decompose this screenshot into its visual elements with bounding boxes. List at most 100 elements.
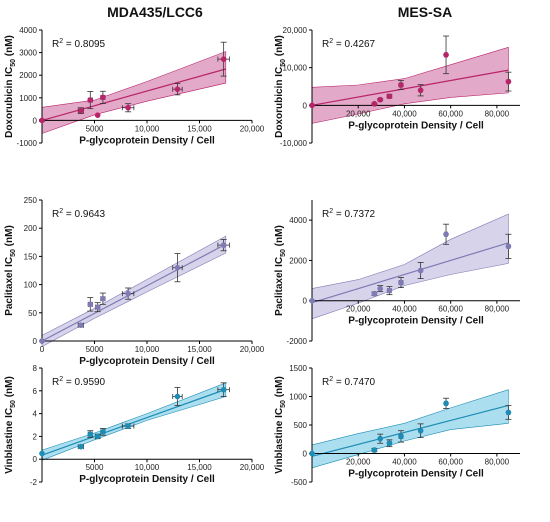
y-tick-label: 0 xyxy=(33,116,38,125)
data-point xyxy=(87,91,94,110)
y-axis-label: Paclitaxel IC50 (nM) xyxy=(274,225,287,316)
data-point xyxy=(386,439,393,448)
data-marker xyxy=(417,427,424,434)
x-axis-label: P-glycoprotein Density / Cell xyxy=(79,356,215,367)
data-marker xyxy=(309,102,315,109)
y-label-unit: (nM) xyxy=(274,225,285,249)
x-tick-label: 40,000 xyxy=(392,458,417,467)
y-tick-label: 2 xyxy=(33,432,38,441)
y-tick-label: 1000 xyxy=(19,94,37,103)
r-squared-value: = 0.8095 xyxy=(63,39,105,50)
data-marker xyxy=(371,100,378,107)
data-point xyxy=(121,287,135,300)
x-tick-label: 5000 xyxy=(86,463,104,472)
data-marker xyxy=(398,279,404,286)
confidence-band xyxy=(41,382,227,461)
y-tick-label: 2000 xyxy=(289,256,307,265)
data-marker xyxy=(505,243,512,250)
y-tick-label: -1000 xyxy=(17,139,38,148)
y-tick-label: 1500 xyxy=(289,364,307,373)
data-point xyxy=(77,107,84,115)
regression-line xyxy=(311,404,509,457)
y-tick-label: -10,000 xyxy=(280,139,308,148)
confidence-band xyxy=(311,46,509,124)
x-tick-label: 20,000 xyxy=(346,109,371,118)
data-point xyxy=(371,447,378,453)
r-squared-value: = 0.7372 xyxy=(333,209,375,220)
data-point xyxy=(397,430,404,443)
x-tick-label: 80,000 xyxy=(485,109,510,118)
r-squared-value: = 0.9643 xyxy=(63,209,105,220)
y-label-unit: (nM) xyxy=(4,225,15,249)
x-tick-label: 20,000 xyxy=(346,305,371,314)
x-tick-label: 10,000 xyxy=(135,463,160,472)
x-tick-label: 10,000 xyxy=(135,345,160,354)
r-squared-label: R2 = 0.9590 xyxy=(52,376,106,388)
data-point xyxy=(94,433,101,440)
data-marker xyxy=(443,52,449,58)
y-axis-label: Doxorubicin IC50 (nM) xyxy=(274,35,287,138)
y-label-main: Vinblastine IC xyxy=(274,408,285,474)
data-marker xyxy=(417,87,424,94)
chart-panel-5: 20,000 40,000 60,000 80,000 -500 0 500 1000 1500… xyxy=(274,364,520,487)
x-tick-label: 40,000 xyxy=(392,109,417,118)
r-squared-letter: R xyxy=(52,39,59,50)
x-tick-label: 20,000 xyxy=(240,345,265,354)
y-label-subscript: 50 xyxy=(280,59,287,67)
data-marker xyxy=(87,97,94,103)
data-point xyxy=(505,233,512,259)
data-point xyxy=(377,96,384,103)
y-tick-label: 0 xyxy=(303,297,308,306)
r-squared-value: = 0.4267 xyxy=(333,39,375,50)
data-point xyxy=(87,430,94,438)
data-point xyxy=(417,84,424,97)
data-marker xyxy=(94,304,101,311)
r-squared-label: R2 = 0.7470 xyxy=(322,376,376,388)
data-point xyxy=(371,100,378,107)
data-point xyxy=(505,405,512,420)
column-title-right: MES-SA xyxy=(398,4,452,20)
data-marker xyxy=(94,433,101,440)
y-tick-label: 20,000 xyxy=(283,26,308,35)
r-squared-exponent: 2 xyxy=(329,208,333,215)
data-marker xyxy=(309,450,315,457)
data-marker xyxy=(220,242,227,248)
y-label-unit: (nM) xyxy=(274,35,285,59)
y-label-subscript: 50 xyxy=(10,59,17,67)
r-squared-exponent: 2 xyxy=(59,208,63,215)
y-axis-label: Paclitaxel IC50 (nM) xyxy=(4,225,17,316)
y-label-main: Doxorubicin IC xyxy=(274,67,285,138)
data-point xyxy=(99,292,106,305)
data-point xyxy=(386,93,393,100)
y-label-subscript: 50 xyxy=(10,249,17,257)
data-marker xyxy=(39,117,45,124)
y-tick-label: 0 xyxy=(303,450,308,459)
data-marker xyxy=(386,93,393,100)
r-squared-letter: R xyxy=(322,209,329,220)
y-tick-label: 6 xyxy=(33,387,38,396)
r-squared-exponent: 2 xyxy=(59,38,63,45)
y-tick-label: 4000 xyxy=(289,216,307,225)
data-marker xyxy=(78,107,84,114)
x-tick-label: 60,000 xyxy=(438,458,463,467)
data-marker xyxy=(386,440,393,447)
data-point xyxy=(417,423,424,438)
data-marker xyxy=(220,56,227,63)
r-squared-label: R2 = 0.8095 xyxy=(52,38,106,50)
data-marker xyxy=(220,386,227,393)
y-tick-label: 0 xyxy=(33,337,38,346)
data-marker xyxy=(39,450,45,457)
x-tick-label: 80,000 xyxy=(485,458,510,467)
data-point xyxy=(99,428,106,436)
data-point xyxy=(39,450,45,457)
x-tick-label: 60,000 xyxy=(438,109,463,118)
y-label-main: Paclitaxel IC xyxy=(4,257,15,316)
data-marker xyxy=(174,86,181,93)
data-marker xyxy=(100,94,106,101)
y-tick-label: 0 xyxy=(303,101,308,110)
y-tick-label: 3000 xyxy=(19,49,37,58)
confidence-band xyxy=(311,389,509,469)
r-squared-letter: R xyxy=(322,377,329,388)
data-point xyxy=(309,450,315,457)
